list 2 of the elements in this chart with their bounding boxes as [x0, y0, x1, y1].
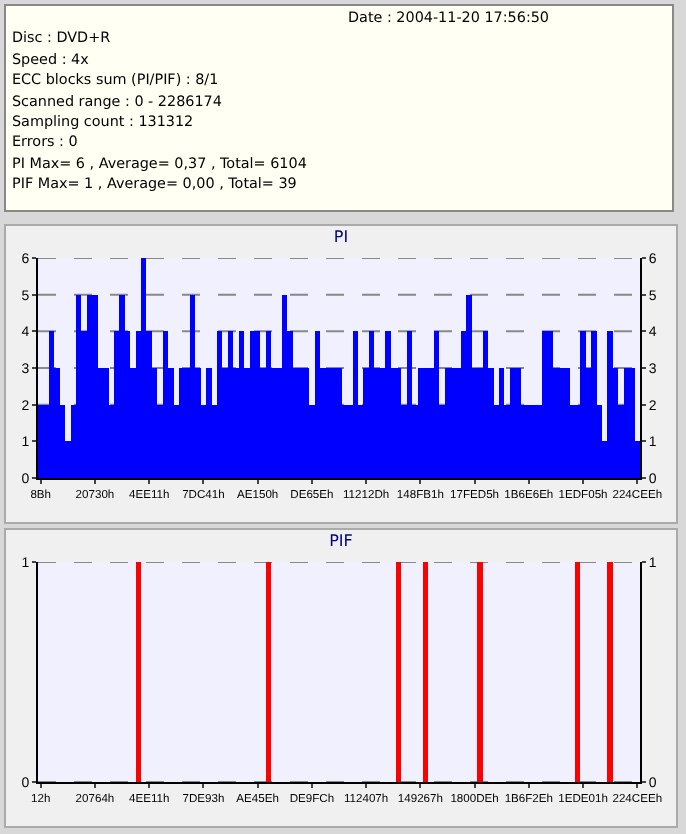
chart-title: PI: [333, 227, 349, 246]
chart-title: PIF: [329, 531, 354, 550]
